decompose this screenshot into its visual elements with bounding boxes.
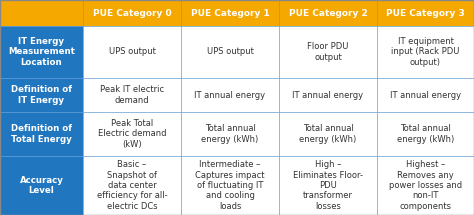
Text: IT equipment
input (Rack PDU
output): IT equipment input (Rack PDU output) — [392, 37, 460, 67]
Bar — [0, 0, 83, 26]
Text: PUE Category 2: PUE Category 2 — [289, 9, 367, 17]
Text: Definition of
Total Energy: Definition of Total Energy — [11, 124, 72, 144]
Bar — [0, 78, 83, 112]
Bar — [181, 78, 279, 112]
Bar — [279, 0, 377, 26]
Bar — [83, 112, 181, 156]
Text: IT annual energy: IT annual energy — [292, 91, 364, 100]
Text: IT Energy
Measurement
Location: IT Energy Measurement Location — [8, 37, 75, 67]
Text: UPS output: UPS output — [207, 48, 254, 57]
Bar — [279, 156, 377, 215]
Text: Intermediate –
Captures impact
of fluctuating IT
and cooling
loads: Intermediate – Captures impact of fluctu… — [195, 160, 265, 211]
Bar — [83, 78, 181, 112]
Text: Highest –
Removes any
power losses and
non-IT
components: Highest – Removes any power losses and n… — [389, 160, 462, 211]
Bar — [83, 156, 181, 215]
Text: Basic –
Snapshot of
data center
efficiency for all-
electric DCs: Basic – Snapshot of data center efficien… — [97, 160, 167, 211]
Bar — [377, 112, 474, 156]
Text: IT annual energy: IT annual energy — [194, 91, 265, 100]
Bar — [0, 26, 83, 78]
Bar — [83, 26, 181, 78]
Bar — [0, 156, 83, 215]
Text: Total annual
energy (kWh): Total annual energy (kWh) — [397, 124, 454, 144]
Bar — [181, 112, 279, 156]
Text: IT annual energy: IT annual energy — [390, 91, 461, 100]
Bar — [83, 0, 181, 26]
Text: Peak IT electric
demand: Peak IT electric demand — [100, 85, 164, 105]
Bar — [377, 78, 474, 112]
Text: Peak Total
Electric demand
(kW): Peak Total Electric demand (kW) — [98, 119, 166, 149]
Text: UPS output: UPS output — [109, 48, 155, 57]
Text: High –
Eliminates Floor-
PDU
transformer
losses: High – Eliminates Floor- PDU transformer… — [293, 160, 363, 211]
Text: Total annual
energy (kWh): Total annual energy (kWh) — [201, 124, 259, 144]
Bar — [181, 26, 279, 78]
Text: PUE Category 1: PUE Category 1 — [191, 9, 269, 17]
Bar — [377, 156, 474, 215]
Bar — [279, 78, 377, 112]
Bar — [377, 0, 474, 26]
Text: Floor PDU
output: Floor PDU output — [307, 42, 349, 62]
Text: Accuracy
Level: Accuracy Level — [19, 176, 64, 195]
Text: PUE Category 3: PUE Category 3 — [386, 9, 465, 17]
Text: PUE Category 0: PUE Category 0 — [93, 9, 171, 17]
Bar — [181, 156, 279, 215]
Bar — [0, 112, 83, 156]
Bar — [279, 112, 377, 156]
Bar — [279, 26, 377, 78]
Bar — [181, 0, 279, 26]
Bar — [377, 26, 474, 78]
Text: Total annual
energy (kWh): Total annual energy (kWh) — [300, 124, 356, 144]
Text: Definition of
IT Energy: Definition of IT Energy — [11, 85, 72, 105]
